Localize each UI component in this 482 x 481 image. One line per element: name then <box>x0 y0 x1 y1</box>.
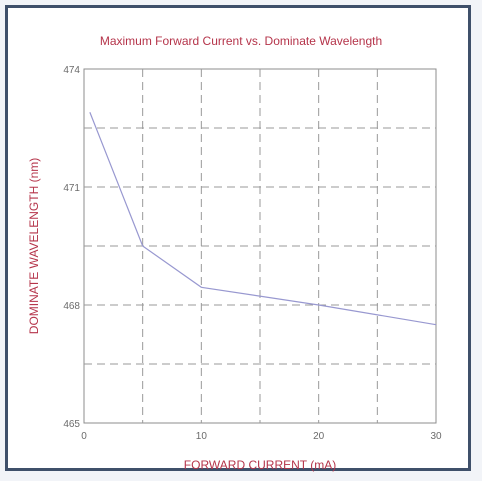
y-tick-label: 471 <box>63 183 80 194</box>
y-tick-label: 468 <box>63 301 80 312</box>
series-line <box>89 112 437 326</box>
grid-layer <box>84 69 436 423</box>
series-layer <box>89 112 437 326</box>
y-tick-label: 465 <box>63 419 80 430</box>
x-tick-label: 10 <box>196 431 208 442</box>
x-tick-label: 20 <box>313 431 325 442</box>
tick-layer: 0 10 20 30 465 468 471 474 <box>63 65 442 442</box>
x-axis-label: FORWARD CURRENT (mA) <box>184 458 336 472</box>
chart-title: Maximum Forward Current vs. Dominate Wav… <box>100 34 382 48</box>
x-tick-label: 0 <box>81 431 87 442</box>
x-tick-label: 30 <box>430 431 442 442</box>
y-tick-label: 474 <box>63 65 80 76</box>
y-axis-label: DOMINATE WAVELENGTH (nm) <box>27 158 41 334</box>
